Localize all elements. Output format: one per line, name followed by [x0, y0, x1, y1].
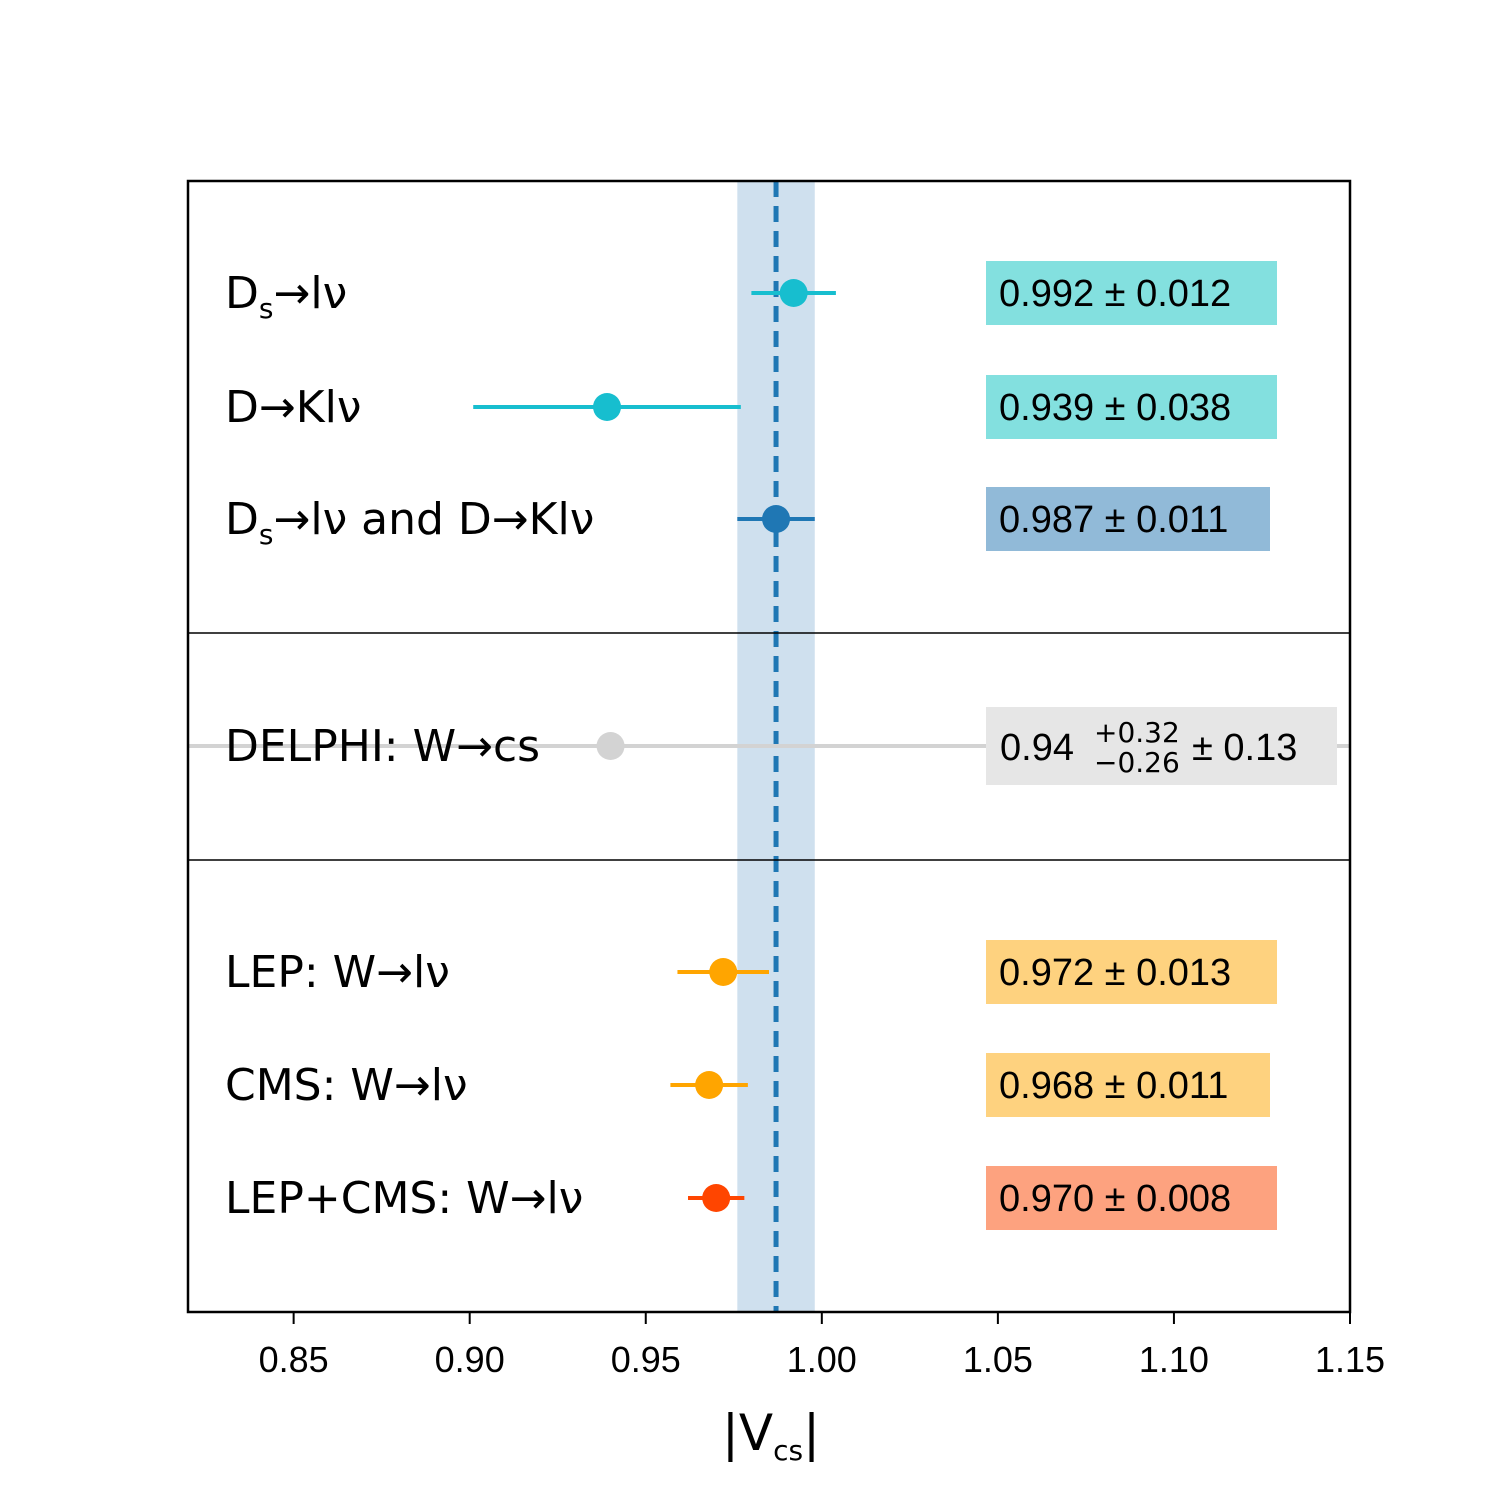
value-tail: ± 0.13 — [1192, 727, 1297, 769]
x-tick-label: 1.00 — [787, 1339, 857, 1380]
x-tick-label: 0.85 — [259, 1339, 329, 1380]
value-box — [986, 707, 1337, 785]
data-row: Ds→lν 0.992 ± 0.012 — [225, 261, 1277, 325]
data-row: CMS: W→lν 0.968 ± 0.011 — [225, 1053, 1270, 1117]
value-sup: +0.32 — [1094, 716, 1180, 749]
row-label: D→Klν — [225, 382, 361, 433]
data-point — [702, 1184, 731, 1212]
value-text: 0.970 ± 0.008 — [999, 1178, 1231, 1220]
data-row: Ds→lν and D→Klν 0.987 ± 0.011 — [225, 487, 1270, 551]
value-text: 0.987 ± 0.011 — [999, 499, 1228, 541]
value-box — [986, 375, 1277, 439]
data-row: DELPHI: W→cs 0.94 +0.32−0.26 ± 0.13 — [188, 707, 1350, 785]
data-point — [762, 505, 791, 533]
value-box — [986, 1166, 1277, 1230]
value-box — [986, 261, 1277, 325]
x-axis-title: |Vcs| — [722, 1404, 820, 1467]
value-sub: −0.26 — [1094, 746, 1180, 779]
data-row: LEP: W→lν 0.972 ± 0.013 — [225, 940, 1277, 1004]
value-text: 0.972 ± 0.013 — [999, 952, 1231, 994]
data-point — [779, 279, 808, 307]
row-label: Ds→lν and D→Klν — [225, 494, 594, 551]
row-label: Ds→lν — [225, 268, 347, 325]
value-box — [986, 940, 1277, 1004]
x-tick-label: 1.15 — [1315, 1339, 1385, 1380]
x-tick-label: 0.95 — [611, 1339, 681, 1380]
row-label: CMS: W→lν — [225, 1060, 468, 1111]
x-tick-label: 1.10 — [1139, 1339, 1209, 1380]
data-point — [596, 732, 625, 760]
row-label: LEP: W→lν — [225, 947, 450, 998]
x-tick-label: 1.05 — [963, 1339, 1033, 1380]
plot-frame — [186, 179, 1352, 1314]
data-point — [709, 958, 738, 986]
x-tick-label: 0.90 — [435, 1339, 505, 1380]
value-box — [986, 487, 1270, 551]
row-label: LEP+CMS: W→lν — [225, 1173, 583, 1224]
data-point — [695, 1071, 724, 1099]
data-row: LEP+CMS: W→lν 0.970 ± 0.008 — [225, 1166, 1277, 1230]
value-text: 0.968 ± 0.011 — [999, 1065, 1228, 1107]
value-text: 0.939 ± 0.038 — [999, 387, 1231, 429]
data-point — [593, 393, 622, 421]
row-label: DELPHI: W→cs — [225, 721, 540, 772]
value-box — [986, 1053, 1270, 1117]
value-text: 0.94 — [1000, 727, 1074, 769]
value-text: 0.992 ± 0.012 — [999, 273, 1231, 315]
data-row: D→Klν 0.939 ± 0.038 — [225, 375, 1277, 439]
